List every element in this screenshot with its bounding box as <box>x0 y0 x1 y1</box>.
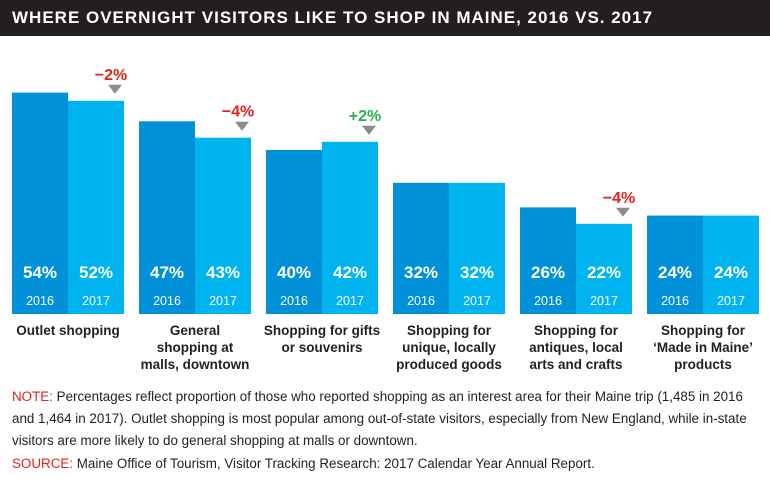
bar-year-label: 2017 <box>209 294 237 308</box>
category-label: General <box>170 323 220 338</box>
category-label: Outlet shopping <box>16 323 120 338</box>
bar-value-label: 26% <box>531 263 565 282</box>
note-text: NOTE: Percentages reflect proportion of … <box>12 386 762 452</box>
bar-chart: 54% 2016 52% 2017 −2% Outlet shopping 47% 2016 4… <box>12 67 759 372</box>
change-arrow-icon <box>235 121 249 131</box>
bar-value-label: 42% <box>333 263 367 282</box>
bar-2016-1 <box>12 92 68 314</box>
category-label: shopping at <box>157 340 234 355</box>
bar-year-label: 2017 <box>336 294 364 308</box>
category-label: products <box>674 357 732 372</box>
category-label: antiques, local <box>529 340 623 355</box>
change-arrow-icon <box>362 125 376 135</box>
bar-value-label: 22% <box>587 263 621 282</box>
note-label: NOTE: <box>12 389 53 404</box>
bar-value-label: 24% <box>658 263 692 282</box>
bar-year-label: 2016 <box>661 294 689 308</box>
category-label: or souvenirs <box>281 340 362 355</box>
bar-2016-2 <box>139 121 195 314</box>
change-label: +2% <box>349 108 381 125</box>
bar-year-label: 2016 <box>534 294 562 308</box>
source-body: Maine Office of Tourism, Visitor Trackin… <box>73 456 595 471</box>
bar-2017-6 <box>703 215 759 314</box>
source-label: SOURCE: <box>12 456 74 471</box>
bar-2016-4 <box>393 182 449 314</box>
bar-year-label: 2016 <box>280 294 308 308</box>
bar-value-label: 32% <box>460 263 494 282</box>
change-label: −2% <box>95 67 127 84</box>
category-label: Shopping for gifts <box>264 323 380 338</box>
change-label: −4% <box>603 190 635 207</box>
category-label: produced goods <box>396 357 502 372</box>
bar-year-label: 2016 <box>153 294 181 308</box>
category-label: malls, downtown <box>141 357 250 372</box>
bar-2016-6 <box>647 215 703 314</box>
bar-value-label: 43% <box>206 263 240 282</box>
bar-value-label: 40% <box>277 263 311 282</box>
bar-2017-2 <box>195 137 251 314</box>
change-arrow-icon <box>616 207 630 217</box>
bar-year-label: 2016 <box>407 294 435 308</box>
bar-value-label: 52% <box>79 263 113 282</box>
category-label: unique, locally <box>402 340 496 355</box>
bar-value-label: 47% <box>150 263 184 282</box>
note-body: Percentages reflect proportion of those … <box>12 389 747 448</box>
bar-value-label: 32% <box>404 263 438 282</box>
bar-2016-3 <box>266 150 322 314</box>
category-label: Shopping for <box>407 323 492 338</box>
category-label: Shopping for <box>534 323 619 338</box>
bar-value-label: 24% <box>714 263 748 282</box>
bar-2017-3 <box>322 141 378 314</box>
change-label: −4% <box>222 104 254 121</box>
category-label: arts and crafts <box>529 357 622 372</box>
chart-header: WHERE OVERNIGHT VISITORS LIKE TO SHOP IN… <box>0 0 770 36</box>
source-text: SOURCE: Maine Office of Tourism, Visitor… <box>12 453 762 475</box>
bar-year-label: 2016 <box>26 294 54 308</box>
chart-title: WHERE OVERNIGHT VISITORS LIKE TO SHOP IN… <box>12 8 654 27</box>
bar-value-label: 54% <box>23 263 57 282</box>
bar-year-label: 2017 <box>82 294 110 308</box>
bar-2017-1 <box>68 100 124 314</box>
bar-2017-4 <box>449 182 505 314</box>
bar-2017-5 <box>576 223 632 314</box>
bar-year-label: 2017 <box>463 294 491 308</box>
bar-year-label: 2017 <box>590 294 618 308</box>
bar-2016-5 <box>520 207 576 314</box>
category-label: Shopping for <box>661 323 746 338</box>
change-arrow-icon <box>108 84 122 94</box>
category-label: ‘Made in Maine’ <box>653 340 753 355</box>
bar-year-label: 2017 <box>717 294 745 308</box>
